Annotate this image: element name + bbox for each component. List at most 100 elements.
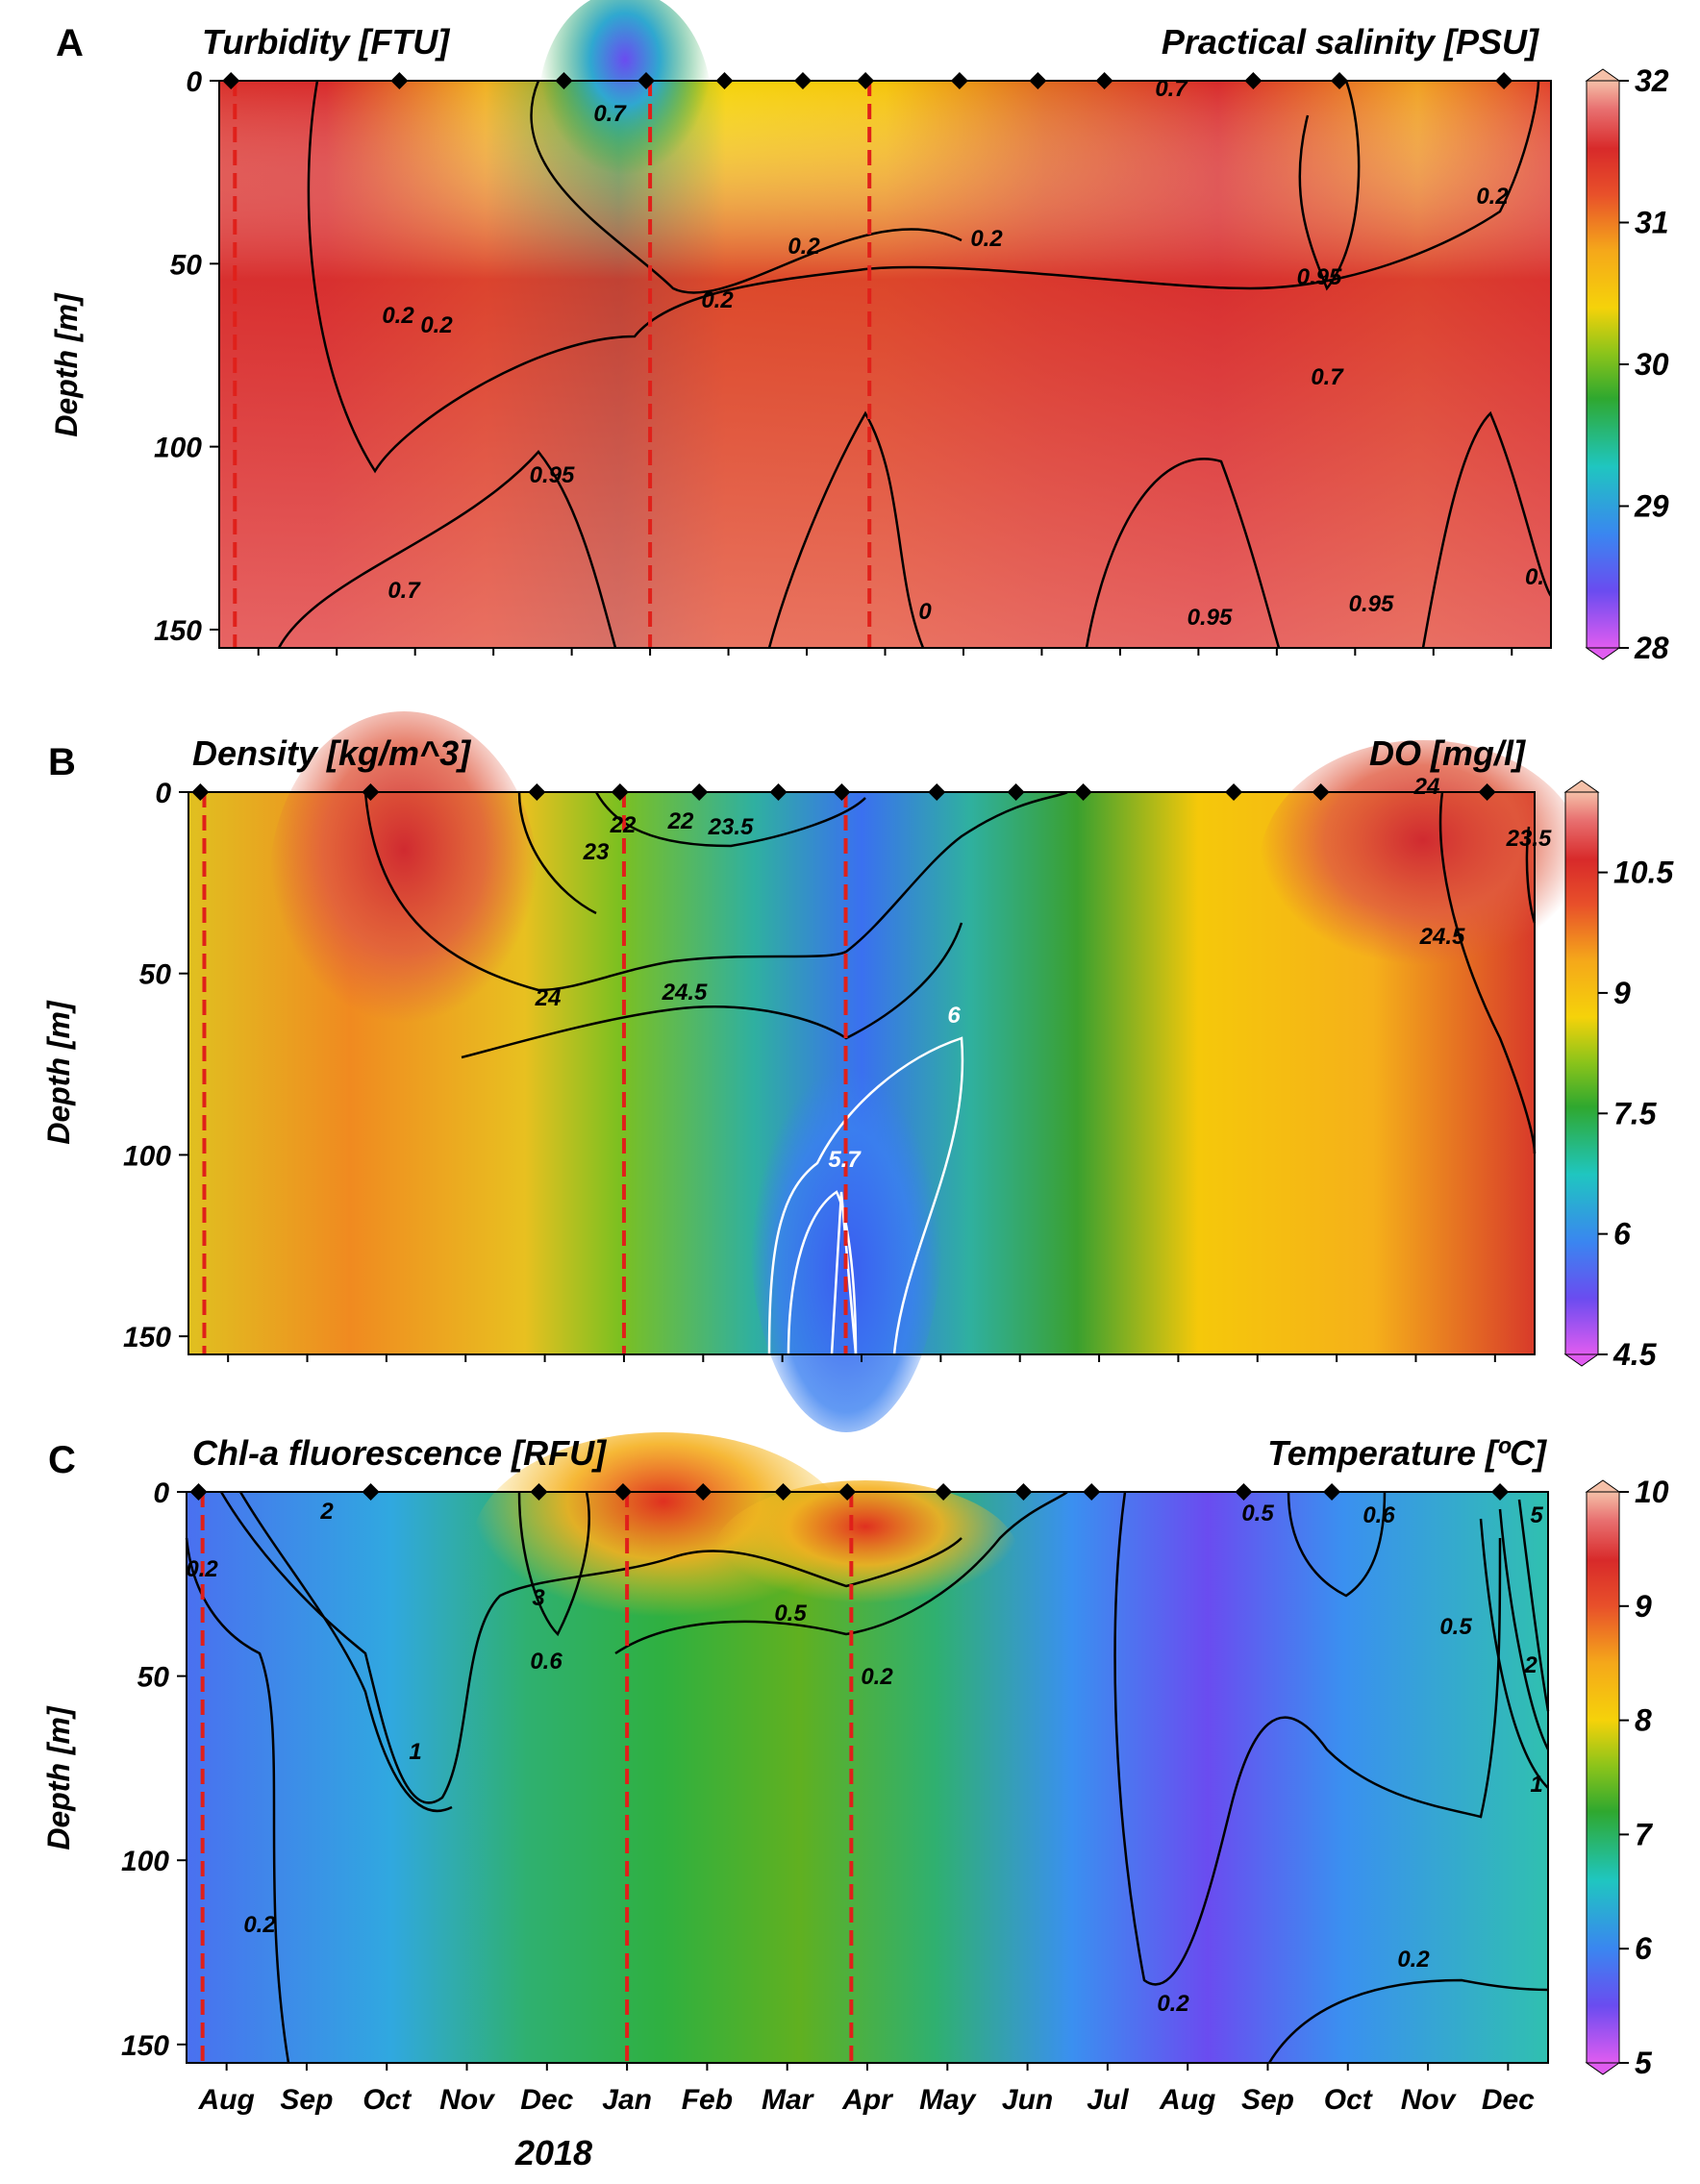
- contour-label: 0.2: [1157, 1991, 1189, 2017]
- colorbar-tick-label: 8: [1635, 1703, 1652, 1738]
- panel-a: A 0.70.20.20.20.2 0.20.70.20.950.950.70.7…: [49, 0, 1669, 665]
- colorbar-tick-label: 28: [1634, 631, 1669, 665]
- colorbar-tick-label: 29: [1634, 489, 1669, 524]
- contour-label: 0.95: [1188, 605, 1233, 631]
- x-tick-label: May: [919, 2084, 977, 2116]
- contour-label: 0.2: [1397, 1947, 1430, 1973]
- colorbar-tick-label: 5: [1635, 2046, 1653, 2080]
- x-tick-label: Jan: [602, 2084, 652, 2116]
- contour-label: 0.2: [243, 1912, 276, 1938]
- contour-label: 2: [319, 1499, 334, 1525]
- y-tick-label: 50: [138, 1662, 170, 1694]
- contour-label: 0.7: [388, 578, 421, 604]
- y-tick-label: 150: [123, 1322, 171, 1353]
- y-tick-label: 0: [155, 778, 171, 809]
- contour-label: 0.7: [1311, 364, 1344, 390]
- x-tick-label: Aug: [197, 2084, 254, 2116]
- x-tick-label: Oct: [362, 2084, 412, 2116]
- panel-a-colorbar-ticks: 32 31 30 29 28: [1585, 63, 1669, 665]
- panel-b-white-contours: [767, 1036, 964, 1355]
- panel-a-low-salinity-blob: [538, 0, 712, 221]
- contour-label: 0.7: [593, 101, 627, 127]
- colorbar-top-cap: [1563, 780, 1600, 793]
- contour-label: 0.6: [1362, 1502, 1395, 1528]
- x-tick-label: Oct: [1324, 2084, 1374, 2116]
- panel-b-high-do-blob-late: [1260, 740, 1587, 990]
- contour-label: 0.2: [382, 303, 414, 329]
- panel-letter-c: C: [48, 1439, 76, 1481]
- panel-c-warm-blob-2: [712, 1480, 1019, 1634]
- panel-a-right-label: Practical salinity [PSU]: [1162, 22, 1539, 62]
- panel-letter-b: B: [48, 741, 76, 783]
- panel-b-dashed-lines: [202, 792, 848, 1354]
- x-tick-label: Sep: [280, 2084, 333, 2116]
- y-tick-label: 150: [154, 615, 202, 647]
- contour-label: 24.5: [662, 980, 708, 1005]
- panel-b-y-ticks: 0 50 100 150: [123, 778, 1496, 1362]
- contour-label: 0.2: [1476, 184, 1509, 210]
- contour-label: 0.: [1525, 564, 1544, 590]
- contour-label: 3: [532, 1585, 545, 1611]
- panel-b-left-label: Density [kg/m^3]: [192, 733, 471, 773]
- panel-c-markers: [189, 1483, 1510, 1501]
- colorbar-top-cap: [1585, 68, 1621, 82]
- panel-b-y-title: Depth [m]: [41, 1000, 76, 1145]
- y-tick-label: 100: [154, 433, 202, 464]
- x-tick-label: Sep: [1241, 2084, 1294, 2116]
- y-tick-label: 150: [121, 2030, 169, 2062]
- colorbar-bottom-cap: [1585, 2062, 1621, 2075]
- colorbar-tick-label: 6: [1635, 1931, 1652, 1966]
- x-axis-ticks: Aug Sep Oct Nov Dec Jan Feb Mar Apr May Jun Jul Aug S…: [197, 2084, 1535, 2116]
- contour-label: 24: [535, 985, 562, 1011]
- colorbar-tick-label: 4.5: [1612, 1337, 1658, 1372]
- colorbar-tick-label: 32: [1635, 63, 1669, 98]
- x-tick-label: Feb: [682, 2084, 733, 2116]
- contour-label: 5: [1530, 1502, 1543, 1528]
- contour-label: 0.5: [774, 1601, 807, 1626]
- panel-c-colorbar: [1586, 1491, 1620, 2064]
- contour-label: 0.95: [1349, 591, 1394, 617]
- panel-b-high-do-blob: [269, 711, 538, 1057]
- panel-c-right-label: Temperature [ºC]: [1267, 1433, 1547, 1473]
- panel-a-y-ticks: 0 50 100 150: [154, 66, 1513, 656]
- x-tick-label: Jul: [1087, 2084, 1129, 2116]
- colorbar-tick-label: 6: [1613, 1217, 1631, 1252]
- contour-label: 1: [1530, 1772, 1542, 1798]
- y-tick-label: 0: [186, 66, 202, 98]
- panel-c-contour-labels: 0.2 2 3 0.5 0.2 0.6 1 0.2 0.2 0.2 0.5 0.6 0.5 2 1 5: [186, 1499, 1543, 2017]
- contour-label: 0.2: [861, 1664, 893, 1690]
- panel-b-colorbar: [1564, 791, 1599, 1355]
- x-tick-label: Nov: [439, 2084, 496, 2116]
- panel-a-dashed-lines: [233, 81, 872, 648]
- panel-c-colorbar-ticks: 10 9 8 7 6 5: [1585, 1475, 1669, 2080]
- panel-b-right-label: DO [mg/l]: [1369, 733, 1526, 773]
- contour-label: 24.5: [1419, 924, 1465, 950]
- contour-label: 0.95: [530, 462, 575, 488]
- y-tick-label: 50: [170, 249, 203, 281]
- contour-label: 0.2: [420, 312, 453, 338]
- panel-a-y-title: Depth [m]: [49, 292, 84, 437]
- contour-label: 23.5: [1506, 826, 1552, 852]
- colorbar-bottom-cap: [1563, 1353, 1600, 1367]
- x-tick-label: Aug: [1159, 2084, 1215, 2116]
- colorbar-tick-label: 10: [1635, 1475, 1669, 1509]
- contour-label: 0.5: [1241, 1501, 1274, 1526]
- y-tick-label: 100: [123, 1140, 171, 1172]
- contour-label: 23: [583, 839, 610, 865]
- x-tick-label: Nov: [1401, 2084, 1458, 2116]
- contour-label: 0.2: [788, 234, 820, 260]
- contour-label: 0.5: [1439, 1614, 1472, 1640]
- panel-a-contours: [277, 80, 1553, 649]
- contour-label: 0.6: [530, 1649, 562, 1675]
- panel-c-y-title: Depth [m]: [41, 1705, 76, 1850]
- contour-label: 2: [1523, 1652, 1538, 1678]
- y-tick-label: 0: [153, 1477, 169, 1509]
- panel-c-left-label: Chl-a fluorescence [RFU]: [192, 1433, 607, 1473]
- contour-label: 1: [409, 1739, 421, 1765]
- panel-b-contours: [363, 790, 1537, 1154]
- contour-label: 0.95: [1297, 264, 1342, 290]
- contour-label: 5.7: [828, 1147, 862, 1173]
- x-tick-label: Apr: [841, 2084, 894, 2116]
